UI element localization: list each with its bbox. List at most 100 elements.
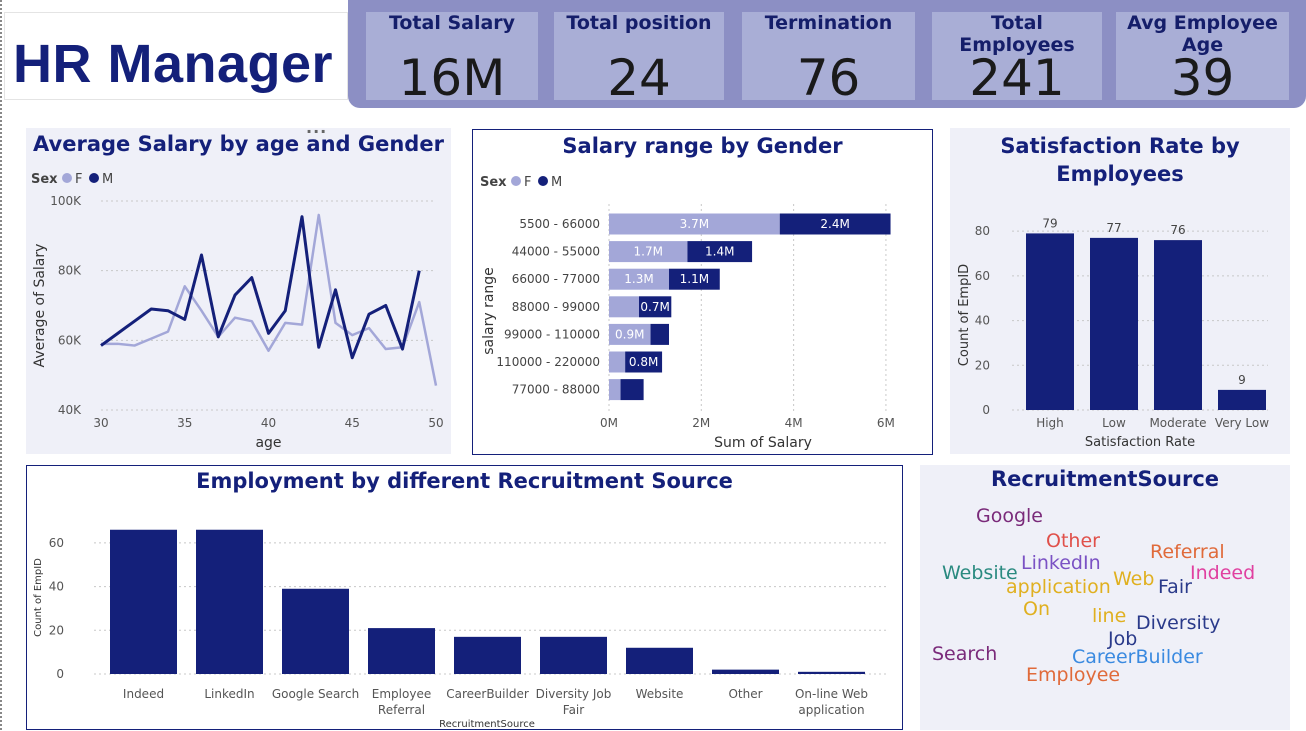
y-tick-label: 110000 - 220000 <box>496 355 600 369</box>
kpi-card-total-employees[interactable]: Total Employees 241 <box>932 12 1102 106</box>
x-axis-label: age <box>255 435 281 451</box>
kpi-value: 39 <box>1170 49 1235 107</box>
bar <box>1218 389 1266 410</box>
data-label: 9 <box>1238 373 1246 387</box>
bar-f <box>609 323 651 345</box>
x-tick-label: Google Search <box>272 687 359 701</box>
x-tick-label: On-line Web <box>795 687 868 701</box>
y-tick-label: 44000 - 55000 <box>512 245 600 259</box>
legend-marker <box>511 176 521 186</box>
chart-title: Employment by different Recruitment Sour… <box>196 469 733 493</box>
recruitment-panel[interactable]: Employment by different Recruitment Sour… <box>26 465 903 730</box>
word[interactable]: CareerBuilder <box>1072 646 1203 668</box>
canvas-left-border <box>0 0 2 730</box>
page-title: HR Manager <box>13 34 334 94</box>
bar-f <box>609 351 626 373</box>
data-label: 3.7M <box>680 217 709 231</box>
bar-m <box>669 268 720 290</box>
series-line-m <box>100 215 421 360</box>
bar-m <box>687 241 753 263</box>
kpi-card-total-position[interactable]: Total position 24 <box>554 12 724 106</box>
x-axis-label: RecruitmentSource <box>439 719 535 730</box>
satisfaction-panel[interactable]: Satisfaction Rate by Employees 0 20 40 60 80… <box>950 128 1290 454</box>
word[interactable]: Indeed <box>1190 562 1256 584</box>
legend-title: Sex <box>480 175 507 190</box>
bar-m <box>650 323 669 345</box>
kpi-card-total-salary[interactable]: Total Salary 16M <box>366 12 538 106</box>
word[interactable]: application <box>1006 576 1111 598</box>
y-tick-label: 60K <box>58 333 82 347</box>
bar-m <box>620 379 644 401</box>
legend-marker <box>538 176 548 186</box>
y-tick-label: 80 <box>975 224 990 238</box>
y-axis-label: Count of EmpID <box>33 558 44 637</box>
x-tick-label: 4M <box>785 416 803 430</box>
bar <box>282 588 349 674</box>
chart-title: Average Salary by age and Gender <box>33 132 444 156</box>
wordcloud-panel[interactable]: RecruitmentSource Google Other LinkedIn … <box>920 465 1290 730</box>
recruitment-chart: 0 20 40 60 Count of EmpID RecruitmentSource In… <box>33 529 887 730</box>
word[interactable]: Other <box>1046 530 1100 552</box>
word[interactable]: Web <box>1113 568 1155 590</box>
kpi-bar: Total Salary 16M Total position 24 Termi… <box>348 0 1306 108</box>
word[interactable]: Referral <box>1150 541 1225 563</box>
kpi-card-termination[interactable]: Termination 76 <box>742 12 915 106</box>
y-tick-label: 20 <box>975 358 990 372</box>
chart-title: Salary range by Gender <box>562 134 843 158</box>
kpi-card-avg-employee-age[interactable]: Avg Employee Age 39 <box>1116 12 1289 106</box>
kpi-label: Termination <box>764 12 893 34</box>
word[interactable]: Fair <box>1158 576 1192 598</box>
word[interactable]: On <box>1023 598 1050 620</box>
word[interactable]: Diversity <box>1136 612 1221 634</box>
x-tick-label: High <box>1036 416 1064 430</box>
word[interactable]: Google <box>976 505 1044 527</box>
bar <box>712 669 779 674</box>
legend-label: F <box>524 175 531 190</box>
kpi-value: 24 <box>607 49 671 107</box>
x-tick-label: Website <box>636 687 684 701</box>
y-tick-label: 100K <box>50 194 82 208</box>
x-tick-label: 2M <box>692 416 710 430</box>
more-options-icon[interactable]: ... <box>306 118 328 137</box>
x-tick-label: Low <box>1102 416 1126 430</box>
salary-range-panel[interactable]: Salary range by Gender Sex F M 0M 2M 4M 6M Sum … <box>472 129 933 455</box>
data-label: 1.3M <box>624 272 653 286</box>
y-tick-label: 80K <box>58 264 82 278</box>
word[interactable]: Search <box>932 643 998 665</box>
data-label: 0.8M <box>629 355 658 369</box>
y-axis-label: salary range <box>481 267 497 355</box>
y-tick-label: 40K <box>58 403 82 417</box>
bar-m <box>639 296 672 318</box>
bar <box>540 636 607 674</box>
x-tick-label: Employee <box>372 687 431 701</box>
data-label: 1.1M <box>680 272 709 286</box>
x-tick-label: 6M <box>877 416 895 430</box>
data-label: 0.9M <box>615 327 644 341</box>
x-axis-label: Sum of Salary <box>714 435 812 451</box>
y-tick-label: 60 <box>49 536 64 550</box>
x-tick-label: Fair <box>563 703 584 717</box>
kpi-value: 241 <box>969 49 1065 107</box>
bar <box>368 628 435 674</box>
line-chart-panel[interactable]: ... Average Salary by age and Gender Sex… <box>26 118 451 454</box>
x-tick-label: LinkedIn <box>204 687 254 701</box>
kpi-value: 76 <box>796 49 861 107</box>
word[interactable]: line <box>1092 605 1127 627</box>
x-tick-label: Diversity Job <box>536 687 612 701</box>
legend-label: M <box>551 175 562 190</box>
data-label: 2.4M <box>820 217 849 231</box>
word[interactable]: Job <box>1108 628 1138 650</box>
word[interactable]: LinkedIn <box>1021 552 1101 574</box>
y-tick-label: 60 <box>975 269 990 283</box>
word[interactable]: Employee <box>1026 664 1121 686</box>
x-tick-label: 30 <box>93 416 108 430</box>
y-tick-label: 20 <box>49 623 64 637</box>
x-axis-label: Satisfaction Rate <box>1085 435 1195 450</box>
bar-m <box>625 351 663 373</box>
word[interactable]: Website <box>942 562 1018 584</box>
bar <box>798 671 865 674</box>
y-tick-label: 0 <box>56 667 64 681</box>
satisfaction-chart: 0 20 40 60 80 Count of EmpID Satisfaction Rate… <box>957 216 1269 450</box>
x-tick-label: application <box>798 703 864 717</box>
bar-f <box>609 213 780 235</box>
